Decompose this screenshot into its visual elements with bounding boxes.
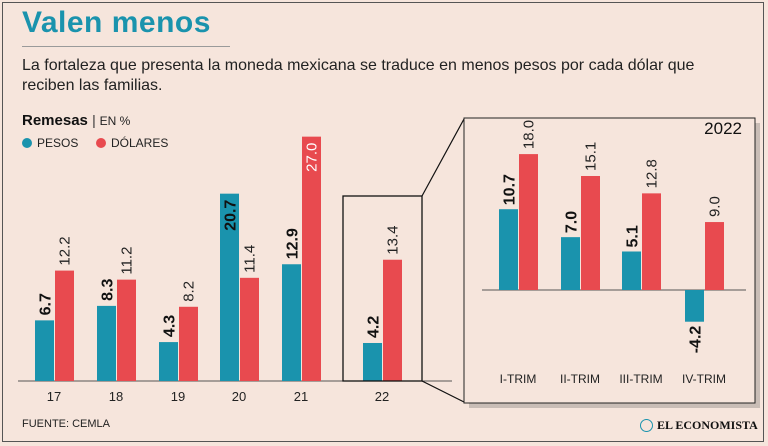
legend-separator: | <box>92 112 100 128</box>
inset-data-label-dolares-II-TRIM: 15.1 <box>583 142 600 171</box>
connector-line-bottom <box>421 380 465 403</box>
bar-dolares-18 <box>117 279 136 381</box>
inset-bar-pesos-I-TRIM <box>499 209 518 290</box>
inset-data-label-pesos-IV-TRIM: -4.2 <box>688 326 705 354</box>
inset-x-tick-label-I-TRIM: I-TRIM <box>500 372 537 386</box>
inset-x-tick-label-II-TRIM: II-TRIM <box>560 372 600 386</box>
page-title: Valen menos <box>22 6 211 39</box>
bar-dolares-22 <box>383 259 402 381</box>
inset-bar-dolares-II-TRIM <box>581 175 600 290</box>
x-tick-label-18: 18 <box>109 389 123 404</box>
legend-title: Remesas | EN % <box>22 112 130 129</box>
bar-pesos-20 <box>220 193 239 381</box>
bar-pesos-17 <box>35 320 54 381</box>
inset-bar-dolares-III-TRIM <box>642 193 661 290</box>
main-chart: 17 6.7 12.2 18 8.311.2 19 4.38.2 20 20.711.4 21 12… <box>18 136 452 404</box>
legend-label-dolares: DÓLARES <box>111 136 169 150</box>
bar-dolares-19 <box>179 306 198 381</box>
bar-dolares-17 <box>55 270 74 381</box>
x-tick-label-21: 21 <box>294 389 308 404</box>
legend-unit: EN % <box>99 114 131 128</box>
bar-dolares-21 <box>302 136 321 381</box>
legend-item-pesos: PESOS <box>22 136 78 150</box>
legend-swatch-pesos <box>22 138 32 148</box>
data-label-pesos-22: 4.2 <box>366 316 383 338</box>
bar-pesos-22 <box>363 342 382 381</box>
x-tick-label-22: 22 <box>375 389 389 404</box>
data-label-dolares-17: 12.2 <box>57 236 74 265</box>
data-label-dolares-22: 13.4 <box>385 226 402 255</box>
inset-x-tick-label-IV-TRIM: IV-TRIM <box>682 372 726 386</box>
x-tick-label-17: 17 <box>47 389 61 404</box>
legend-title-text: Remesas <box>22 112 88 129</box>
data-label-dolares-20: 11.4 <box>242 245 259 273</box>
inset-bar-pesos-II-TRIM <box>561 237 580 290</box>
legend-label-pesos: PESOS <box>37 136 79 150</box>
connector-line-top <box>421 118 465 197</box>
inset-data-label-pesos-II-TRIM: 7.0 <box>564 211 581 233</box>
brand-name: EL ECONOMISTA <box>657 418 758 432</box>
source-note: FUENTE: CEMLA <box>22 418 111 430</box>
bar-pesos-21 <box>282 264 301 381</box>
data-label-pesos-21: 12.9 <box>285 228 302 259</box>
data-label-dolares-21: 27.0 <box>304 143 321 172</box>
bar-pesos-18 <box>97 305 116 381</box>
highlight-box-22 <box>342 195 423 382</box>
data-label-dolares-18: 11.2 <box>119 247 136 275</box>
inset-data-label-dolares-I-TRIM: 18.0 <box>521 120 538 149</box>
inset-data-label-dolares-III-TRIM: 12.8 <box>644 159 661 188</box>
brand-logo: EL ECONOMISTA <box>640 418 758 433</box>
inset-bar-pesos-IV-TRIM <box>685 290 704 322</box>
data-label-pesos-20: 20.7 <box>223 200 240 231</box>
bar-dolares-20 <box>240 277 259 381</box>
inset-chart-2022: 2022 I-TRIM 10.7 18.0 II-TRIM 7.0 15.1 III-TRIM… <box>463 117 760 408</box>
inset-title: 2022 <box>704 119 742 138</box>
title-underline <box>22 46 230 47</box>
zoom-connector <box>421 118 465 403</box>
data-label-pesos-18: 8.3 <box>100 279 117 301</box>
legend-item-dolares: DÓLARES <box>96 136 168 150</box>
legend-swatch-dolares <box>96 138 106 148</box>
subtitle: La fortaleza que presenta la moneda mexi… <box>22 57 695 94</box>
bar-pesos-19 <box>159 342 178 381</box>
inset-bar-dolares-IV-TRIM <box>705 222 724 290</box>
inset-x-tick-label-III-TRIM: III-TRIM <box>619 372 662 386</box>
data-label-pesos-17: 6.7 <box>38 293 55 315</box>
inset-data-label-pesos-III-TRIM: 5.1 <box>625 225 642 247</box>
inset-data-label-pesos-I-TRIM: 10.7 <box>502 174 519 205</box>
data-label-dolares-19: 8.2 <box>181 281 198 302</box>
inset-data-label-dolares-IV-TRIM: 9.0 <box>707 196 724 217</box>
inset-bar-pesos-III-TRIM <box>622 251 641 290</box>
brand-icon <box>640 419 653 432</box>
x-tick-label-20: 20 <box>232 389 246 404</box>
data-label-pesos-19: 4.3 <box>162 315 179 337</box>
x-tick-label-19: 19 <box>171 389 185 404</box>
inset-bar-dolares-I-TRIM <box>519 154 538 290</box>
